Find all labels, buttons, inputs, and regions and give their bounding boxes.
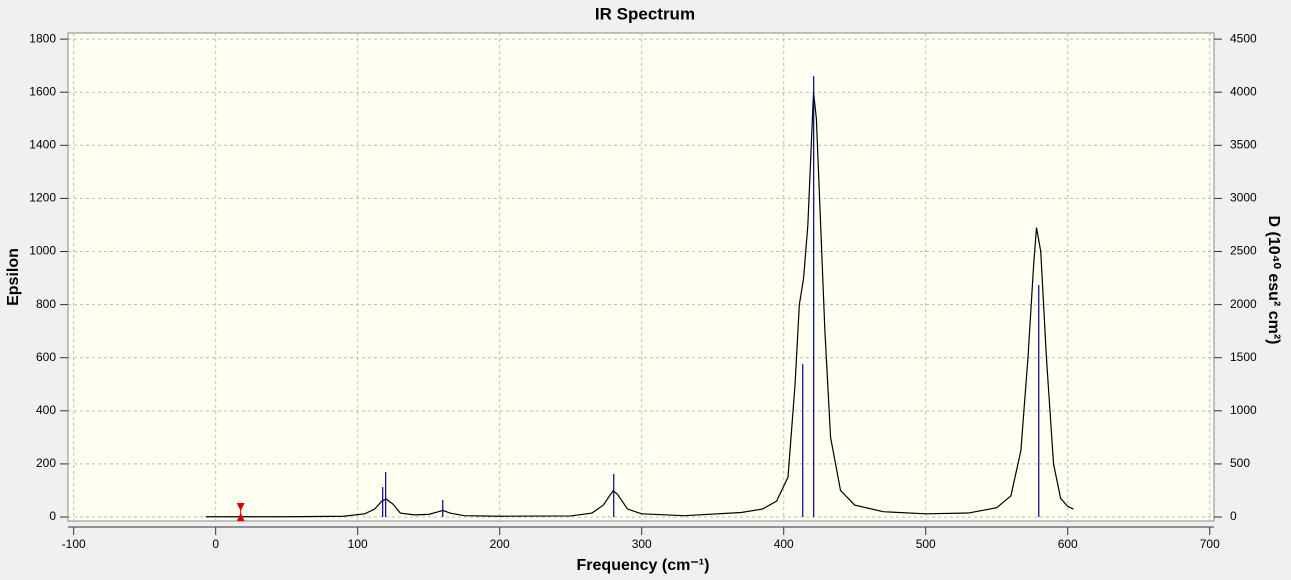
spectrum-line [205,92,1074,518]
x-tick-label: 100 [348,537,368,551]
y2-tick-label: 3000 [1230,191,1257,205]
y-tick-label: 200 [36,456,56,470]
y2-tick-label: 3500 [1230,137,1257,151]
x-tick-label: 500 [916,537,936,551]
x-tick-label: 400 [774,537,794,551]
x-tick-label: 600 [1058,537,1078,551]
y2-tick-label: 4500 [1230,31,1257,45]
chart-title: IR Spectrum [595,4,695,23]
x-tick-label: 300 [632,537,652,551]
y2-tick-label: 0 [1230,509,1237,523]
y-tick-label: 800 [36,297,56,311]
y2-tick-label: 1000 [1230,403,1257,417]
y2-axis-label: D (10⁴⁰ esu² cm²) [1265,215,1282,344]
y2-tick-label: 2500 [1230,244,1257,258]
y-tick-label: 400 [36,403,56,417]
y-tick-label: 600 [36,350,56,364]
y-tick-label: 1600 [29,84,56,98]
x-tick-label: 700 [1200,537,1220,551]
y2-tick-label: 2000 [1230,297,1257,311]
x-axis-label: Frequency (cm⁻¹) [577,557,710,574]
y2-tick-label: 4000 [1230,84,1257,98]
x-tick-label: -100 [62,537,86,551]
y2-tick-label: 500 [1230,456,1250,470]
plot-area [67,32,1215,522]
y-tick-label: 1800 [29,31,56,45]
x-tick-label: 200 [490,537,510,551]
x-tick-label: 0 [212,537,219,551]
y-tick-label: 1000 [29,244,56,258]
y-tick-label: 0 [49,509,56,523]
y2-tick-label: 1500 [1230,350,1257,364]
y-tick-label: 1200 [29,191,56,205]
y-tick-label: 1400 [29,137,56,151]
y-axis-label: Epsilon [5,248,22,306]
